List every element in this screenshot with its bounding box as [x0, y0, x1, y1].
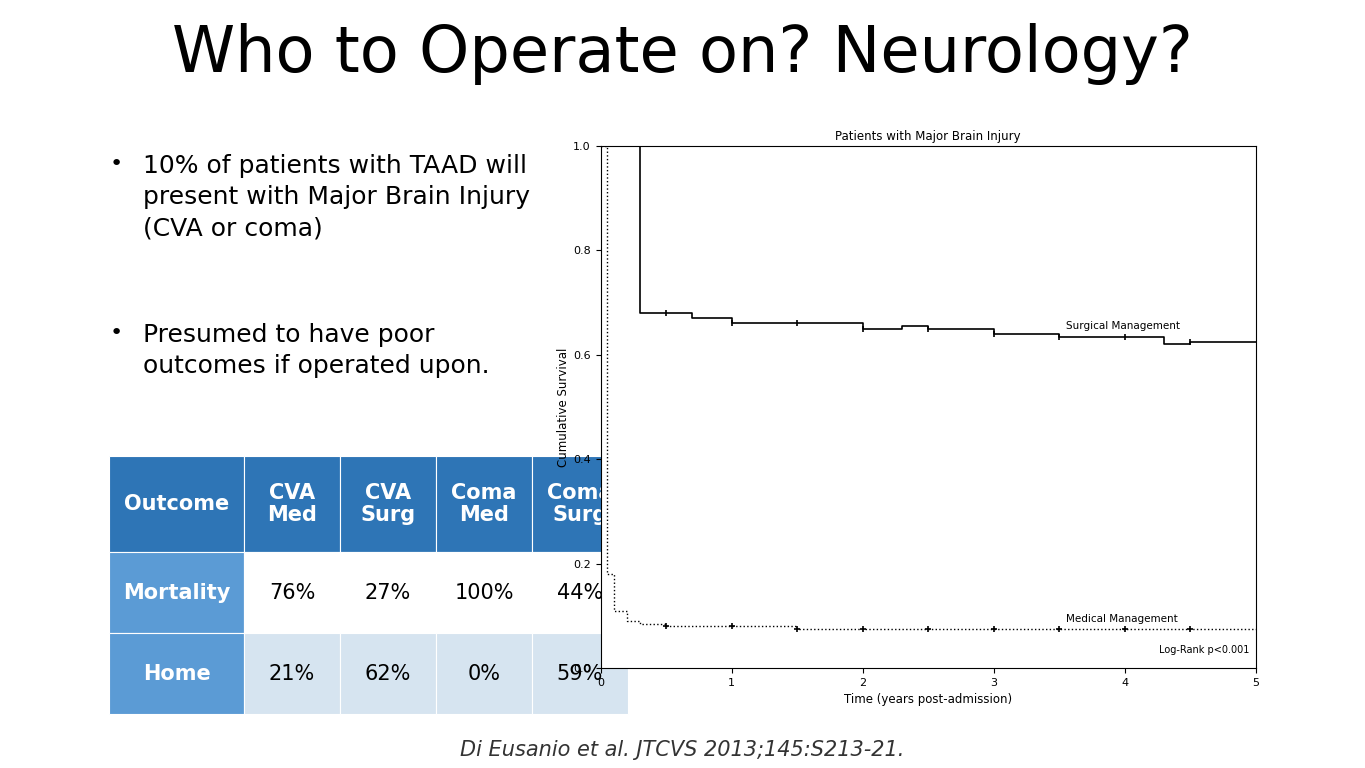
Text: Who to Operate on? Neurology?: Who to Operate on? Neurology?: [172, 23, 1193, 85]
Text: 21%: 21%: [269, 664, 315, 684]
Text: 59%: 59%: [557, 664, 603, 684]
Text: 10% of patients with TAAD will
present with Major Brain Injury
(CVA or coma): 10% of patients with TAAD will present w…: [143, 154, 530, 241]
Bar: [109, 552, 244, 634]
Text: 27%: 27%: [364, 583, 411, 603]
Bar: [532, 634, 628, 714]
X-axis label: Time (years post-admission): Time (years post-admission): [844, 694, 1013, 707]
Text: Mortality: Mortality: [123, 583, 231, 603]
Text: CVA
Surg: CVA Surg: [360, 483, 415, 525]
Bar: [109, 634, 244, 714]
Bar: [244, 455, 340, 552]
Text: Medical Management: Medical Management: [1066, 614, 1178, 624]
Text: Home: Home: [143, 664, 210, 684]
Text: CVA
Med: CVA Med: [268, 483, 317, 525]
Text: 0%: 0%: [467, 664, 501, 684]
Text: Coma
Med: Coma Med: [452, 483, 516, 525]
Bar: [435, 552, 532, 634]
Text: Log-Rank p<0.001: Log-Rank p<0.001: [1159, 645, 1249, 655]
Text: 100%: 100%: [455, 583, 513, 603]
Text: Surgical Management: Surgical Management: [1066, 321, 1179, 331]
Text: Outcome: Outcome: [124, 494, 229, 514]
Text: Presumed to have poor
outcomes if operated upon.: Presumed to have poor outcomes if operat…: [143, 323, 489, 379]
Title: Patients with Major Brain Injury: Patients with Major Brain Injury: [835, 131, 1021, 144]
Bar: [435, 455, 532, 552]
Bar: [532, 552, 628, 634]
Bar: [244, 552, 340, 634]
Bar: [435, 634, 532, 714]
Text: Coma
Surg: Coma Surg: [547, 483, 613, 525]
Text: 44%: 44%: [557, 583, 603, 603]
Bar: [340, 634, 435, 714]
Bar: [340, 552, 435, 634]
Text: Di Eusanio et al. JTCVS 2013;145:S213-21.: Di Eusanio et al. JTCVS 2013;145:S213-21…: [460, 740, 905, 760]
Text: •: •: [109, 154, 123, 174]
Bar: [109, 455, 244, 552]
Bar: [244, 634, 340, 714]
Bar: [340, 455, 435, 552]
Text: 62%: 62%: [364, 664, 411, 684]
Bar: [532, 455, 628, 552]
Text: 76%: 76%: [269, 583, 315, 603]
Text: •: •: [109, 323, 123, 343]
Y-axis label: Cumulative Survival: Cumulative Survival: [557, 347, 571, 467]
